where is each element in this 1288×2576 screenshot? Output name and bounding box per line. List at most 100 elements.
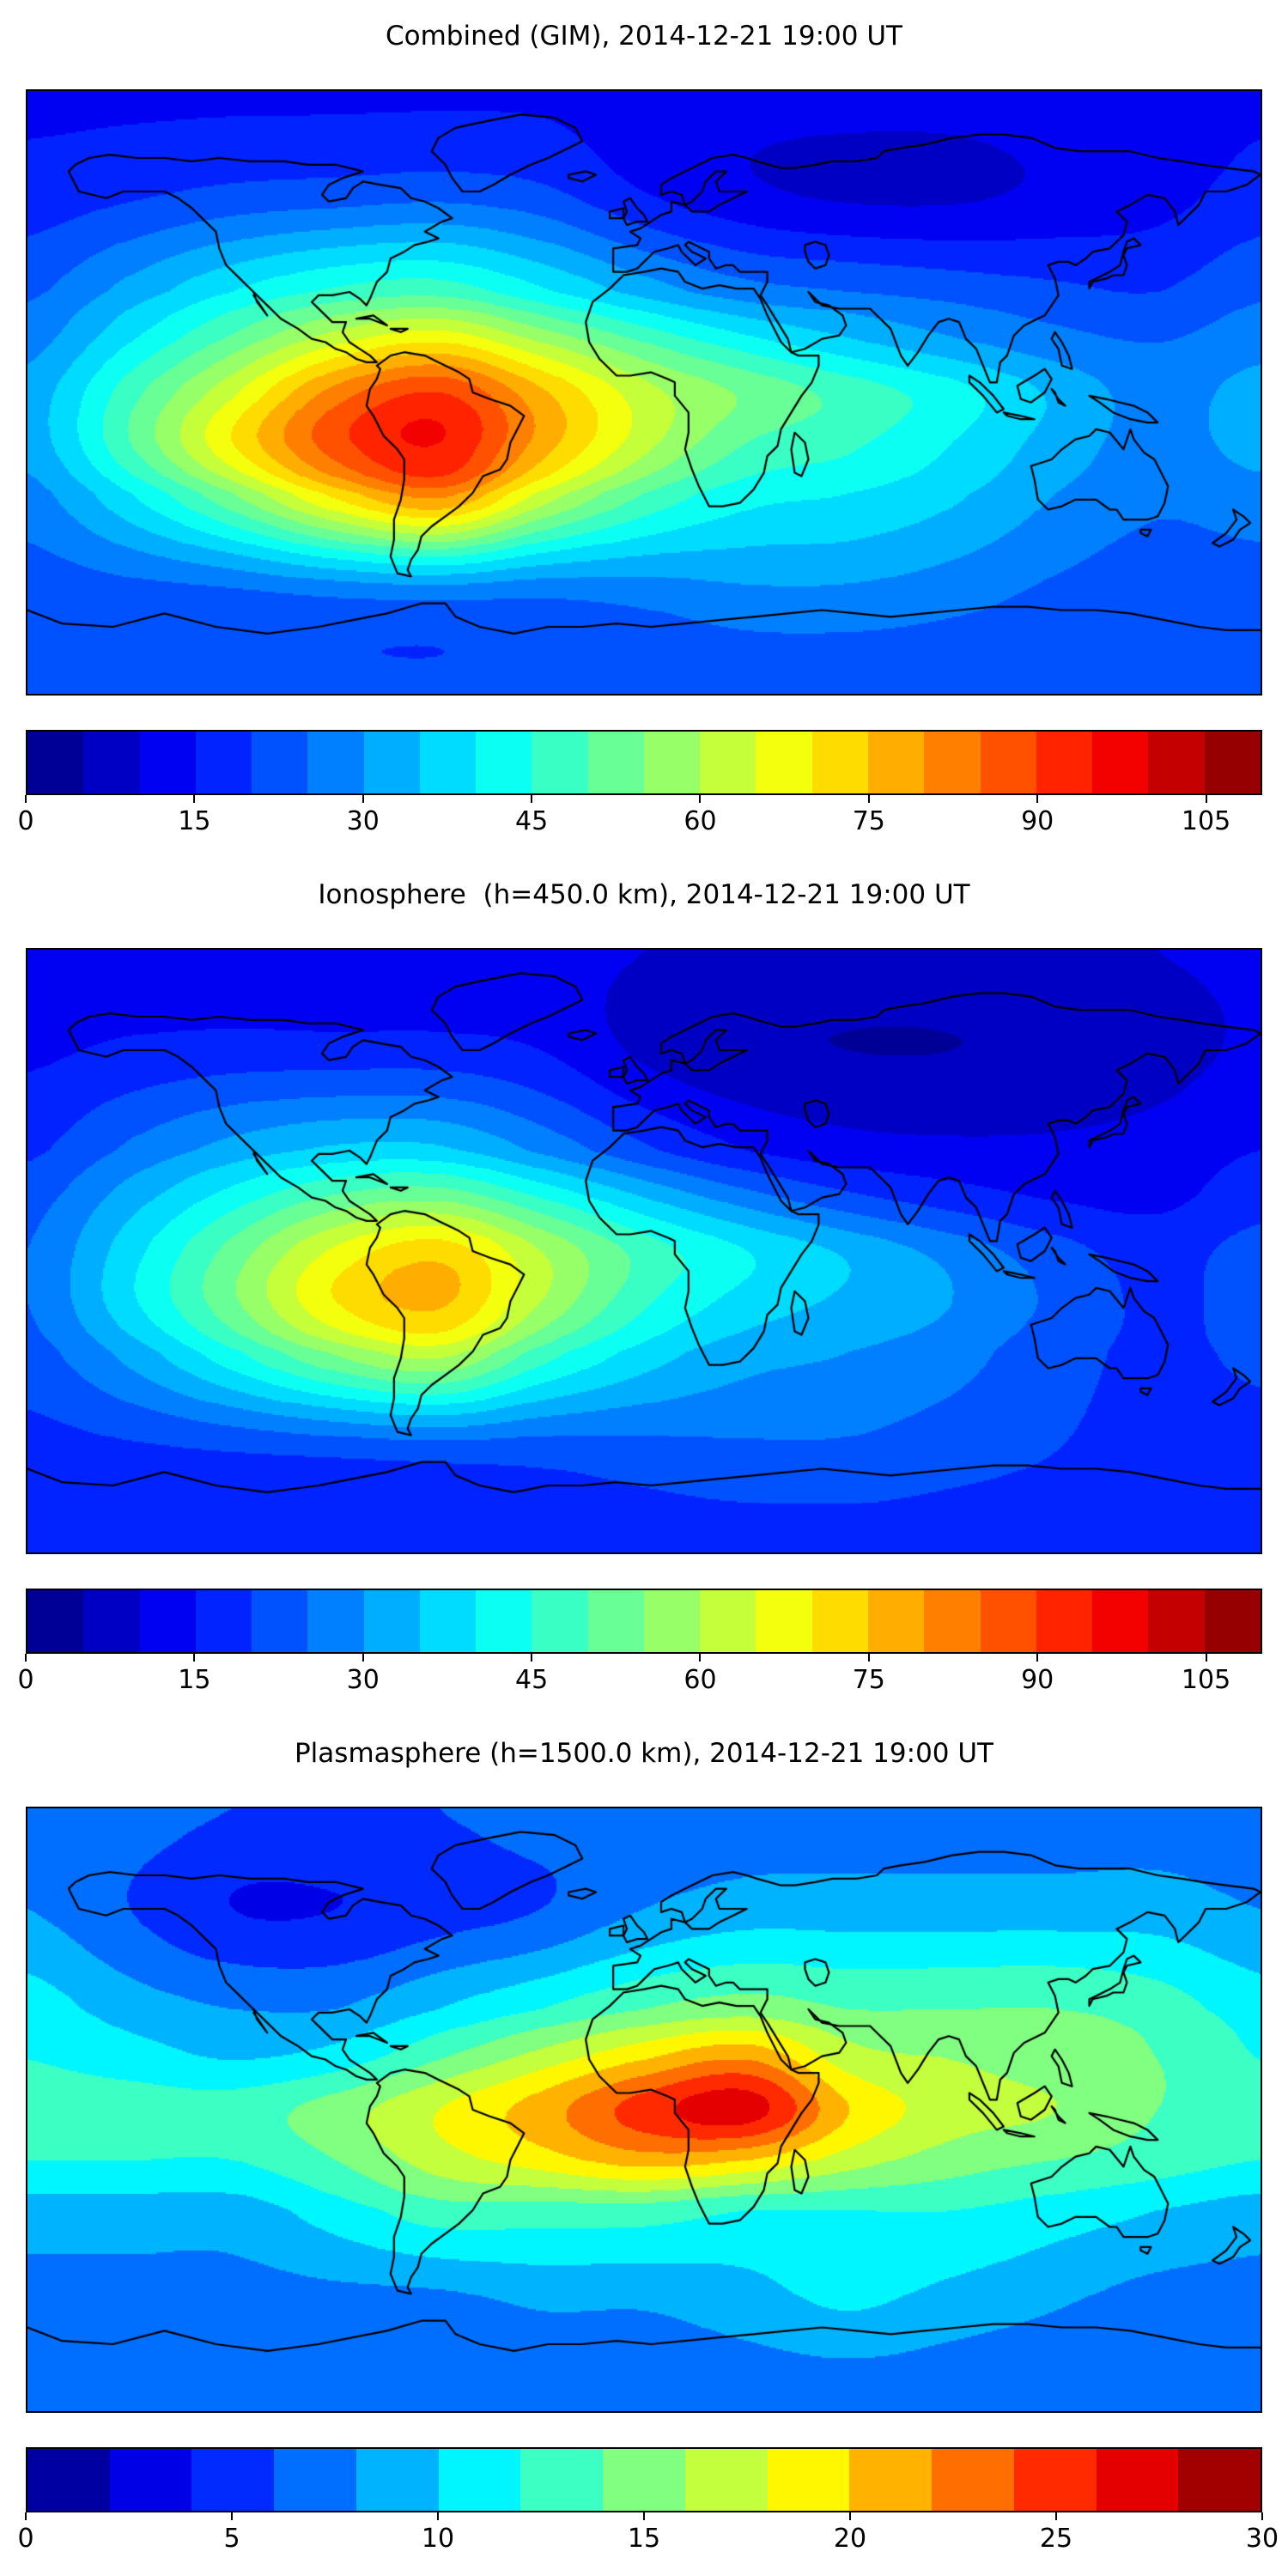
colorbar-segment <box>252 732 308 793</box>
colorbar-segment <box>924 1590 981 1652</box>
colorbar-segment <box>1036 732 1093 793</box>
colorbar-tick <box>699 1654 702 1662</box>
colorbar-ticks: 0 15 30 45 60 75 90 105 <box>17 795 1262 854</box>
colorbar-tick <box>437 2512 439 2520</box>
colorbar-segment <box>363 732 420 793</box>
colorbar-segment <box>867 1590 925 1652</box>
colorbar-wrap: 0 15 30 45 60 75 90 105 <box>17 730 1262 854</box>
colorbar-wrap: 0 5 10 15 20 25 30 <box>17 2447 1279 2571</box>
colorbar-tick-label: 5 <box>223 2524 240 2554</box>
colorbar-ticks: 0 5 10 15 20 25 30 <box>17 2512 1279 2571</box>
colorbar-tick-label: 45 <box>514 1665 549 1695</box>
colorbar-segment <box>932 2449 1014 2511</box>
colorbar-segment <box>109 2449 192 2511</box>
colorbar-tick-label: 20 <box>833 2524 867 2554</box>
colorbar-segment <box>307 1590 364 1652</box>
colorbar-segment <box>307 732 364 793</box>
colorbar-tick <box>25 795 27 803</box>
colorbar-segment <box>520 2449 604 2511</box>
colorbar-segment <box>139 1590 196 1652</box>
colorbar-segment <box>476 732 532 793</box>
colorbar-tick-label: 90 <box>1021 1665 1054 1695</box>
colorbar-segment <box>195 1590 252 1652</box>
colorbar-tick <box>1055 2512 1057 2520</box>
colorbar-tick <box>361 795 364 803</box>
colorbar-segment <box>139 732 196 793</box>
colorbar-segment <box>83 732 140 793</box>
colorbar-segment <box>27 2449 110 2511</box>
colorbar-segment <box>532 732 588 793</box>
colorbar-segment <box>700 1590 756 1652</box>
colorbar-wrap: 0 15 30 45 60 75 90 105 <box>17 1589 1262 1712</box>
colorbar-segment <box>849 2449 933 2511</box>
colorbar-segment <box>1148 1590 1205 1652</box>
colorbar-tick <box>231 2512 233 2520</box>
colorbar-segment <box>27 732 84 793</box>
colorbar <box>26 1589 1262 1654</box>
colorbar-segment <box>438 2449 521 2511</box>
colorbar-segment <box>867 732 925 793</box>
colorbar-segment <box>83 1590 140 1652</box>
colorbar-tick <box>1205 1654 1207 1662</box>
colorbar-tick-label: 25 <box>1039 2524 1073 2554</box>
colorbar-tick-label: 15 <box>627 2524 661 2554</box>
colorbar-tick <box>361 1654 364 1662</box>
colorbar-segment <box>980 1590 1036 1652</box>
colorbar-segment <box>756 732 812 793</box>
colorbar-segment <box>767 2449 850 2511</box>
colorbar-segment <box>811 1590 868 1652</box>
colorbar <box>26 730 1262 795</box>
colorbar-segment <box>191 2449 275 2511</box>
world-map-heatmap <box>27 91 1261 694</box>
colorbar-tick-label: 105 <box>1181 806 1231 836</box>
colorbar-tick-label: 0 <box>17 1665 34 1695</box>
colorbar-tick <box>1036 1654 1039 1662</box>
colorbar-tick <box>25 1654 27 1662</box>
colorbar-segment <box>252 1590 308 1652</box>
colorbar-tick-label: 15 <box>178 1665 211 1695</box>
panel-title: Ionosphere (h=450.0 km), 2014-12-21 19:0… <box>318 879 970 910</box>
colorbar-tick-label: 0 <box>17 2524 34 2554</box>
colorbar-segment <box>980 732 1036 793</box>
colorbar-tick <box>699 795 702 803</box>
colorbar-segment <box>587 732 644 793</box>
colorbar-segment <box>1013 2449 1097 2511</box>
colorbar-segment <box>27 1590 84 1652</box>
colorbar-segment <box>195 732 252 793</box>
colorbar-segment <box>811 732 868 793</box>
colorbar-segment <box>419 1590 477 1652</box>
colorbar-tick-label: 10 <box>421 2524 455 2554</box>
colorbar-segment <box>700 732 756 793</box>
world-map-heatmap <box>27 1808 1261 2411</box>
colorbar-tick <box>531 795 533 803</box>
colorbar-tick <box>643 2512 645 2520</box>
colorbar-tick-label: 30 <box>346 806 380 836</box>
colorbar-segment <box>924 732 981 793</box>
colorbar-tick <box>867 795 870 803</box>
colorbar-segment <box>419 732 477 793</box>
colorbar-tick <box>193 795 196 803</box>
map-frame <box>26 1807 1262 2413</box>
colorbar-tick <box>867 1654 870 1662</box>
colorbar-tick <box>25 2512 27 2520</box>
colorbar-tick-label: 30 <box>1245 2524 1279 2554</box>
colorbar-segment <box>1092 732 1149 793</box>
colorbar-segment <box>587 1590 644 1652</box>
colorbar-segment <box>476 1590 532 1652</box>
map-frame <box>26 89 1262 696</box>
colorbar-tick-label: 105 <box>1181 1665 1231 1695</box>
colorbar-tick <box>1261 2512 1263 2520</box>
colorbar-tick-label: 30 <box>346 1665 380 1695</box>
colorbar-tick-label: 45 <box>514 806 549 836</box>
colorbar-tick <box>531 1654 533 1662</box>
colorbar-segment <box>1204 1590 1261 1652</box>
colorbar-segment <box>1204 732 1261 793</box>
colorbar-segment <box>1178 2449 1261 2511</box>
panel-plasmasphere: Plasmasphere (h=1500.0 km), 2014-12-21 1… <box>0 1717 1288 2576</box>
colorbar-segment <box>1036 1590 1093 1652</box>
colorbar-tick-label: 60 <box>683 806 717 836</box>
colorbar-tick-label: 15 <box>178 806 211 836</box>
colorbar-segment <box>355 2449 439 2511</box>
map-frame <box>26 948 1262 1554</box>
